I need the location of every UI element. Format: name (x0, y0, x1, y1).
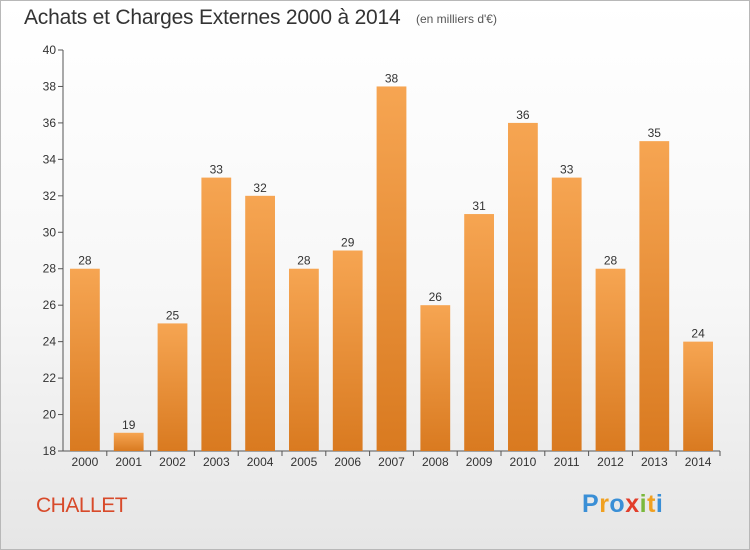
y-tick-label: 40 (43, 43, 57, 57)
x-tick-label-2010: 2010 (510, 455, 537, 469)
value-label-2010: 36 (516, 108, 530, 122)
y-tick-label: 30 (43, 225, 57, 239)
bar-2010 (508, 122, 538, 451)
x-tick-label-2008: 2008 (422, 455, 449, 469)
value-label-2012: 28 (604, 254, 618, 268)
y-tick-label: 38 (43, 79, 57, 93)
y-tick-label: 26 (43, 298, 57, 312)
logo-letter: x (625, 490, 640, 518)
x-tick-label-2006: 2006 (334, 455, 361, 469)
bar-2000 (70, 268, 100, 451)
x-tick-label-2005: 2005 (291, 455, 318, 469)
chart-title: Achats et Charges Externes 2000 à 2014 (24, 6, 401, 29)
logo-letter: t (647, 490, 656, 518)
y-tick-label: 18 (43, 444, 57, 458)
logo-letter: r (599, 490, 610, 518)
bar-2013 (639, 141, 670, 452)
y-tick-label: 22 (43, 371, 57, 385)
x-tick-label-2007: 2007 (378, 455, 405, 469)
x-tick-label-2000: 2000 (72, 455, 99, 469)
value-label-2006: 29 (341, 236, 355, 250)
bar-2008 (420, 305, 451, 451)
y-axis: 18 20 22 24 26 28 30 32 34 36 38 40 (43, 43, 64, 458)
bar-2002 (157, 323, 188, 451)
x-tick-label-2012: 2012 (597, 455, 624, 469)
x-tick-label-2013: 2013 (641, 455, 668, 469)
bar-2001 (113, 432, 144, 451)
bar-2012 (595, 268, 626, 451)
bar-2004 (245, 195, 275, 451)
bar-2006 (332, 250, 363, 451)
bar-2014 (683, 341, 713, 451)
bar-2009 (464, 214, 494, 451)
logo-letter: o (609, 490, 626, 518)
y-tick-label: 34 (43, 152, 57, 166)
logo-letter: i (639, 490, 648, 518)
x-tick-label-2014: 2014 (685, 455, 712, 469)
bar-2007 (376, 86, 407, 452)
value-label-2003: 33 (210, 163, 224, 177)
value-label-2009: 31 (472, 199, 486, 213)
logo-letter: P (582, 490, 600, 518)
value-label-2001: 19 (122, 418, 136, 432)
value-label-2013: 35 (648, 126, 662, 140)
bars-group (70, 86, 713, 452)
value-label-2008: 26 (429, 290, 443, 304)
y-tick-label: 24 (43, 335, 57, 349)
bar-2005 (289, 268, 319, 451)
y-tick-label: 36 (43, 116, 57, 130)
y-tick-label: 32 (43, 189, 57, 203)
x-tick-label-2011: 2011 (554, 455, 580, 469)
value-label-2011: 33 (560, 163, 574, 177)
logo-letter: i (655, 490, 664, 518)
proxiti-logo: Proxiti (582, 490, 663, 519)
value-label-2002: 25 (166, 308, 180, 322)
value-label-2000: 28 (78, 254, 92, 268)
y-tick-label: 28 (43, 262, 57, 276)
x-tick-label-2002: 2002 (159, 455, 186, 469)
x-tick-label-2003: 2003 (203, 455, 230, 469)
commune-name: CHALLET (36, 494, 128, 517)
chart-unit: (en milliers d'€) (416, 12, 497, 26)
value-label-2005: 28 (297, 254, 311, 268)
x-axis: 2000 2001 2002 2003 2004 2005 2006 2007 2008 2009… (63, 450, 721, 469)
value-label-2014: 24 (691, 327, 705, 341)
value-labels-group: 28 19 25 33 32 28 29 38 26 31 36 33 28 35 24 (78, 71, 705, 431)
bar-2003 (201, 177, 232, 451)
x-tick-label-2001: 2001 (115, 455, 142, 469)
x-tick-label-2004: 2004 (247, 455, 274, 469)
value-label-2004: 32 (253, 181, 267, 195)
y-tick-label: 20 (43, 408, 57, 422)
x-tick-label-2009: 2009 (466, 455, 493, 469)
bar-2011 (551, 177, 582, 451)
value-label-2007: 38 (385, 71, 399, 85)
